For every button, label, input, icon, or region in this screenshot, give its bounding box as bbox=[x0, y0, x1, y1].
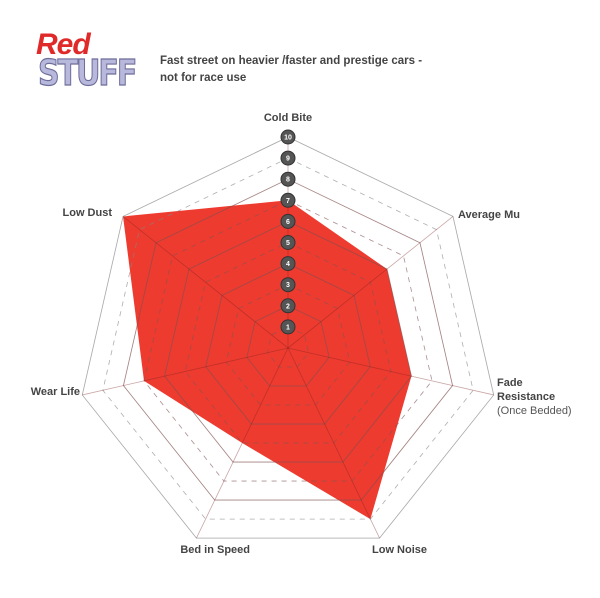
tick-marker bbox=[280, 171, 296, 187]
axis-label: Resistance bbox=[497, 391, 555, 403]
tick-label: 3 bbox=[286, 282, 290, 289]
tick-marker bbox=[280, 150, 296, 166]
tick-label: 5 bbox=[286, 240, 290, 247]
grid-ring-6 bbox=[164, 220, 412, 463]
grid-ring-2 bbox=[246, 305, 330, 387]
grid-ring-overlay-1 bbox=[266, 326, 310, 368]
axis-label: Cold Bite bbox=[264, 112, 312, 124]
grid-ring-5 bbox=[184, 242, 392, 444]
data-area bbox=[123, 200, 412, 520]
tick-label: 10 bbox=[284, 135, 292, 142]
subtitle-line-2: not for race use bbox=[160, 72, 247, 84]
tick-marker bbox=[280, 298, 296, 314]
grid-ring-overlay-2 bbox=[246, 305, 330, 387]
axis-sublabel: (Once Bedded) bbox=[497, 405, 572, 417]
tick-marker bbox=[280, 235, 296, 250]
axis-label: Average Mu bbox=[458, 209, 520, 221]
axis-label: Low Dust bbox=[63, 207, 113, 219]
grid-ring-overlay-3 bbox=[225, 284, 351, 406]
subtitle-line-1: Fast street on heavier /faster and prest… bbox=[160, 55, 423, 67]
grid-ring-8 bbox=[122, 178, 454, 501]
axis-label: Fade bbox=[497, 377, 523, 389]
tick-label: 7 bbox=[286, 198, 290, 205]
tick-marker bbox=[280, 277, 296, 293]
axis-spoke bbox=[122, 216, 289, 349]
tick-label: 8 bbox=[286, 177, 290, 184]
logo-red: Red bbox=[36, 28, 91, 61]
tick-label: 9 bbox=[286, 156, 290, 163]
axis-spoke bbox=[82, 347, 289, 396]
axis-spoke bbox=[287, 347, 380, 539]
chart-subtitle: Fast street on heavier /faster and prest… bbox=[160, 53, 490, 87]
grid-ring-overlay-4 bbox=[205, 263, 371, 425]
axis-spoke bbox=[196, 347, 289, 539]
tick-label: 1 bbox=[286, 324, 290, 331]
axis-label: Low Noise bbox=[372, 544, 427, 556]
grid-ring-overlay-9 bbox=[102, 157, 474, 520]
tick-label: 4 bbox=[286, 261, 290, 268]
grid-ring-10 bbox=[81, 136, 495, 539]
tick-label: 2 bbox=[286, 303, 290, 310]
axis-spoke bbox=[287, 347, 494, 396]
tick-marker bbox=[280, 129, 296, 145]
axis-label: Bed in Speed bbox=[180, 544, 250, 556]
logo-stuff: STUFF bbox=[37, 52, 137, 95]
axis-label: Wear Life bbox=[31, 386, 80, 398]
grid-ring-overlay-6 bbox=[164, 220, 412, 463]
grid-ring-3 bbox=[225, 284, 351, 406]
tick-label: 6 bbox=[286, 219, 290, 226]
grid-ring-overlay-8 bbox=[122, 178, 454, 501]
grid-ring-4 bbox=[205, 263, 371, 425]
tick-marker bbox=[280, 213, 296, 229]
tick-marker bbox=[280, 192, 296, 208]
grid-ring-9 bbox=[102, 157, 474, 520]
tick-marker bbox=[280, 319, 296, 335]
tick-marker bbox=[280, 256, 296, 272]
grid-ring-1 bbox=[266, 326, 310, 368]
grid-ring-overlay-5 bbox=[184, 242, 392, 444]
axis-spoke bbox=[287, 216, 454, 349]
grid-ring-overlay-10 bbox=[81, 136, 495, 539]
